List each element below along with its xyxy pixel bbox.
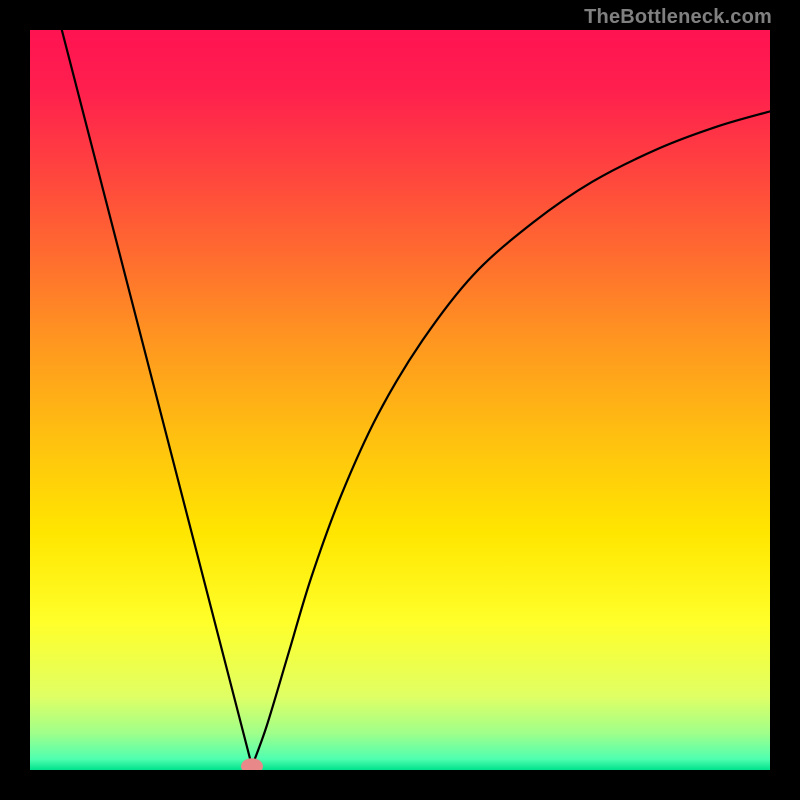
gradient-background: [30, 30, 770, 770]
watermark-text: TheBottleneck.com: [584, 6, 772, 29]
plot-area: [30, 30, 770, 770]
